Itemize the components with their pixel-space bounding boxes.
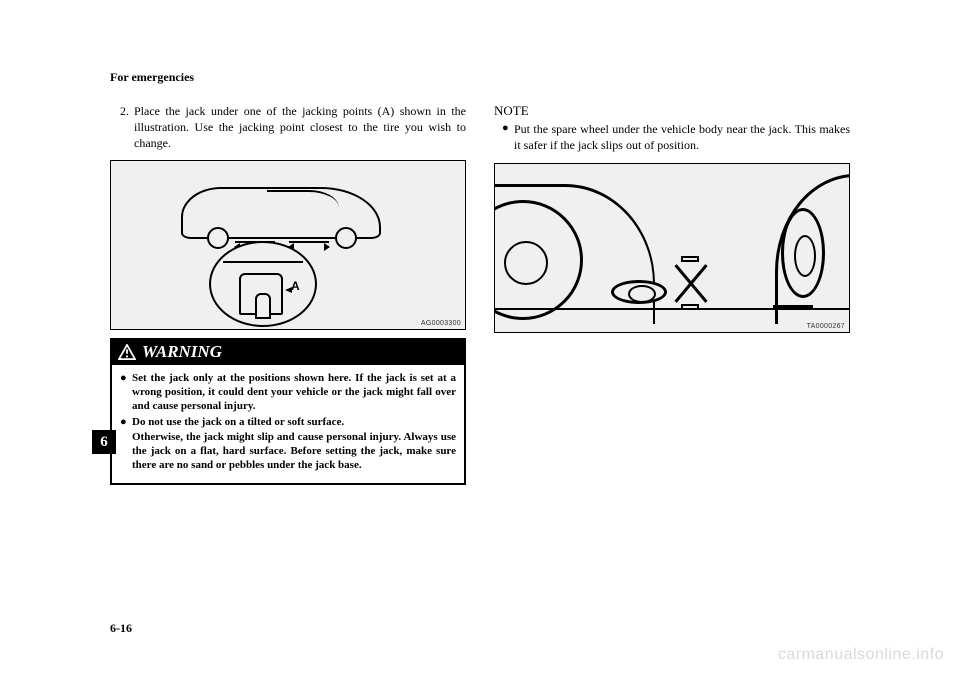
warning-item: ● Set the jack only at the positions sho… [120,371,456,414]
bullet-icon: ● [120,371,132,414]
warning-header: WARNING [112,340,464,365]
warning-body: ● Set the jack only at the positions sho… [112,365,464,483]
step-text: Place the jack under one of the jacking … [134,103,466,152]
page-number: 6-16 [110,621,132,636]
figure-id: AG0003300 [421,320,461,327]
right-column: NOTE ● Put the spare wheel under the veh… [494,103,850,485]
figure-jacking-points: A AG0003300 [110,160,466,330]
left-column: 2. Place the jack under one of the jacki… [110,103,466,485]
jack-point-detail [239,273,283,315]
watermark: carmanualsonline.info [778,646,944,664]
figure-spare-wheel: TA0000267 [494,163,850,333]
body-seam-line [223,261,303,263]
jack-arrow-rear [289,241,329,243]
bullet-icon: ● [120,415,132,472]
warning-title: WARNING [142,342,222,362]
spare-tire-flat-icon [611,280,667,304]
note-text: Put the spare wheel under the vehicle bo… [514,121,850,153]
warning-item-text: Do not use the jack on a tilted or soft … [132,415,456,472]
note-body: ● Put the spare wheel under the vehicle … [494,121,850,153]
label-a: A [291,279,300,293]
section-header: For emergencies [110,70,850,85]
warning-triangle-icon [118,344,136,360]
leaning-spare-wheel-icon [773,204,829,304]
warning-item: ● Do not use the jack on a tilted or sof… [120,415,456,472]
scissor-jack-icon [667,258,715,308]
note-heading: NOTE [494,103,850,119]
section-tab: 6 [92,430,116,454]
content-columns: 2. Place the jack under one of the jacki… [110,103,850,485]
figure-id: TA0000267 [807,323,845,330]
rear-wheel-icon [335,227,357,249]
warning-item-text: Set the jack only at the positions shown… [132,371,456,414]
manual-page: For emergencies 2. Place the jack under … [0,0,960,678]
front-wheel-icon [207,227,229,249]
warning-box: WARNING ● Set the jack only at the posit… [110,338,466,485]
step-2: 2. Place the jack under one of the jacki… [110,103,466,152]
step-number: 2. [120,103,134,152]
bullet-icon: ● [502,121,514,153]
